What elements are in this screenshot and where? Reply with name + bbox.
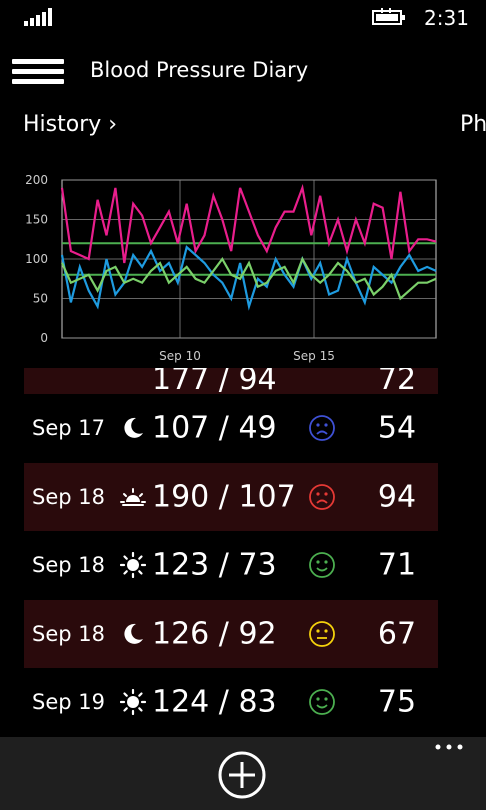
entry-date: Sep 17 [32, 416, 105, 441]
pivot-header: History › Ph [0, 112, 486, 146]
entry-date: Sep 19 [32, 690, 105, 715]
y-tick-label: 150 [25, 213, 48, 227]
pulse-value: 54 [377, 410, 417, 446]
list-item[interactable]: Sep 18 190 / 107 94 [24, 462, 438, 531]
y-tick-label: 50 [33, 292, 48, 306]
pulse-value: 67 [377, 616, 417, 652]
pivot-history[interactable]: History › [23, 112, 118, 137]
battery-charging-icon [372, 8, 405, 25]
app-header: Blood Pressure Diary [0, 52, 486, 96]
hamburger-menu-icon[interactable] [12, 56, 64, 86]
blood-pressure-chart: 0 50 100 150 200 Sep 10 Sep 15 [25, 173, 437, 363]
neutral-face-icon [308, 620, 336, 648]
pulse-value: 75 [377, 684, 417, 720]
list-item-partial[interactable]: 177 / 94 72 [24, 368, 438, 394]
blood-pressure-value: 107 / 49 [152, 410, 277, 446]
series-line-0 [60, 183, 437, 264]
pivot-next[interactable]: Ph [460, 112, 486, 137]
y-tick-label: 100 [25, 252, 48, 266]
sun-icon [119, 689, 147, 716]
list-item[interactable]: Sep 18 123 / 73 71 [24, 531, 438, 600]
moon-icon [120, 415, 146, 441]
x-tick-label: Sep 15 [293, 349, 335, 363]
sun-icon [119, 552, 147, 579]
entry-date: Sep 18 [32, 484, 105, 509]
series-line-2 [60, 256, 437, 301]
pulse-value: 72 [377, 368, 417, 394]
x-tick-label: Sep 10 [159, 349, 201, 363]
blood-pressure-value: 126 / 92 [152, 616, 277, 652]
blood-pressure-value: 177 / 94 [152, 368, 277, 394]
series-line-1 [60, 245, 437, 311]
bottom-app-bar [0, 737, 486, 810]
sad-face-icon [308, 414, 336, 442]
pulse-value: 94 [377, 479, 417, 515]
app-title: Blood Pressure Diary [90, 58, 309, 82]
clock: 2:31 [424, 6, 469, 30]
more-icon[interactable] [434, 741, 464, 753]
y-tick-label: 200 [25, 173, 48, 187]
blood-pressure-value: 123 / 73 [152, 547, 277, 583]
signal-icon [24, 8, 52, 26]
entry-date: Sep 18 [32, 621, 105, 646]
list-item[interactable]: Sep 18 126 / 92 67 [24, 599, 438, 668]
add-circle-icon[interactable] [217, 750, 267, 800]
entry-date: Sep 18 [32, 553, 105, 578]
blood-pressure-value: 124 / 83 [152, 684, 277, 720]
list-item[interactable]: Sep 17 107 / 49 54 [24, 394, 438, 463]
status-bar: 2:31 [0, 0, 486, 36]
list-item[interactable]: Sep 19 124 / 83 75 [24, 668, 438, 737]
moon-icon [120, 621, 146, 647]
sunrise-icon [120, 484, 146, 510]
history-list[interactable]: 177 / 94 72 Sep 17 107 / 49 54 Sep 18 190 / 1… [24, 368, 438, 737]
pulse-value: 71 [377, 547, 417, 583]
y-tick-label: 0 [40, 331, 48, 345]
happy-face-icon [308, 551, 336, 579]
sad-face-icon [308, 483, 336, 511]
blood-pressure-value: 190 / 107 [152, 479, 296, 515]
happy-face-icon [308, 688, 336, 716]
